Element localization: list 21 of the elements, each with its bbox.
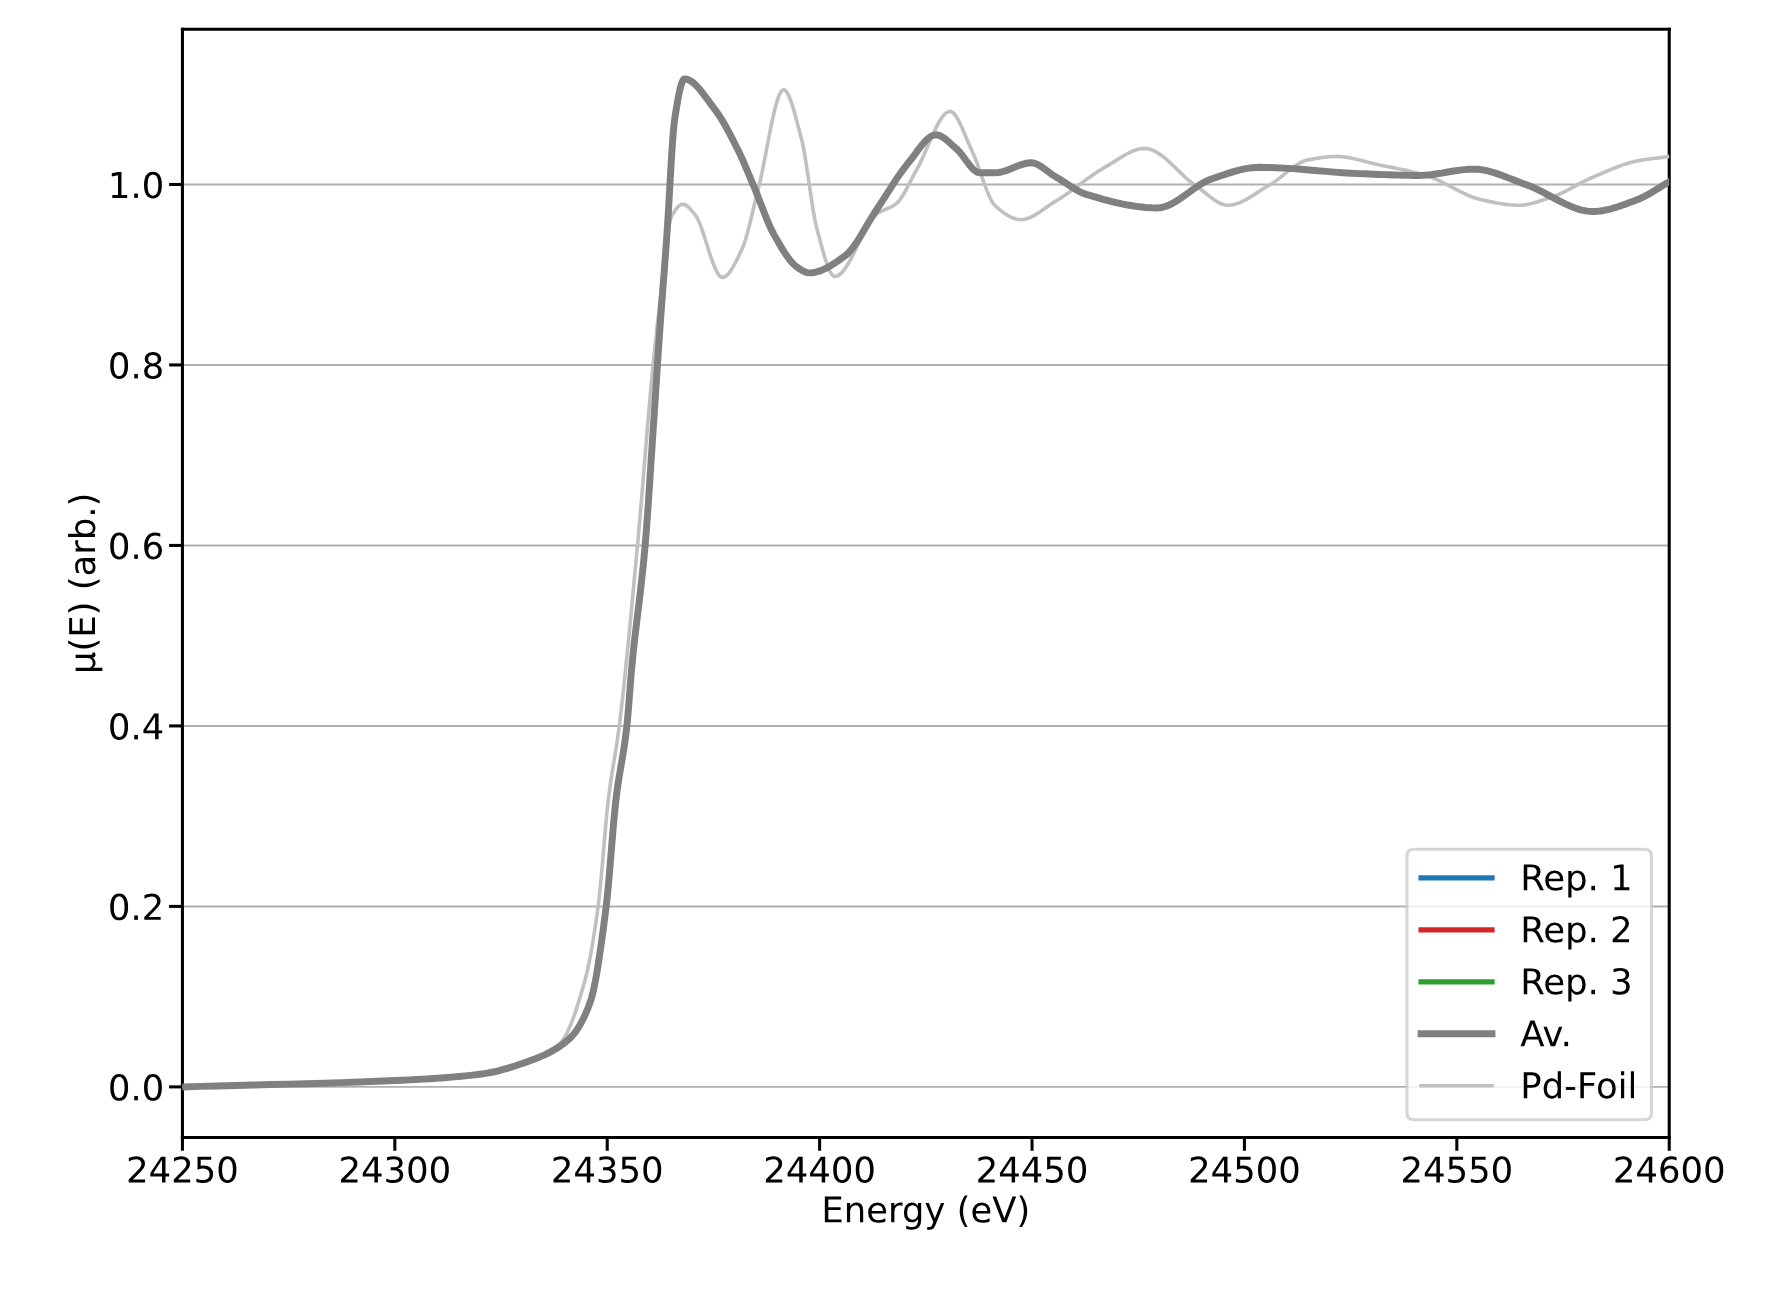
x-tick-label: 24300 [341, 1156, 449, 1184]
y-tick-label: 0.0 [110, 1074, 162, 1101]
y-tick-label: 0.8 [110, 352, 162, 379]
legend-label: Rep. 1 [1523, 864, 1630, 898]
y-tick-label: 0.2 [110, 893, 161, 921]
legend-label: Rep. 3 [1523, 967, 1630, 1002]
legend-label: Av. [1520, 1020, 1569, 1047]
x-tick-label: 24550 [1403, 1156, 1511, 1184]
x-tick-label: 24250 [128, 1156, 237, 1184]
x-axis-title: Energy (eV) [824, 1195, 1028, 1230]
x-tick-label: 24500 [1190, 1156, 1299, 1184]
x-tick-label: 24450 [978, 1156, 1087, 1184]
y-tick-label: 0.6 [110, 532, 162, 560]
x-tick-label: 24400 [765, 1156, 874, 1184]
y-tick-label: 0.4 [110, 713, 163, 740]
legend-label: Rep. 2 [1523, 915, 1630, 950]
y-axis-title: μ(E) (arb.) [68, 495, 103, 672]
y-tick-label: 1.0 [111, 171, 162, 199]
legend-label: Pd-Foil [1523, 1071, 1635, 1099]
x-tick-label: 24600 [1615, 1156, 1724, 1184]
x-tick-label: 24350 [553, 1156, 662, 1184]
